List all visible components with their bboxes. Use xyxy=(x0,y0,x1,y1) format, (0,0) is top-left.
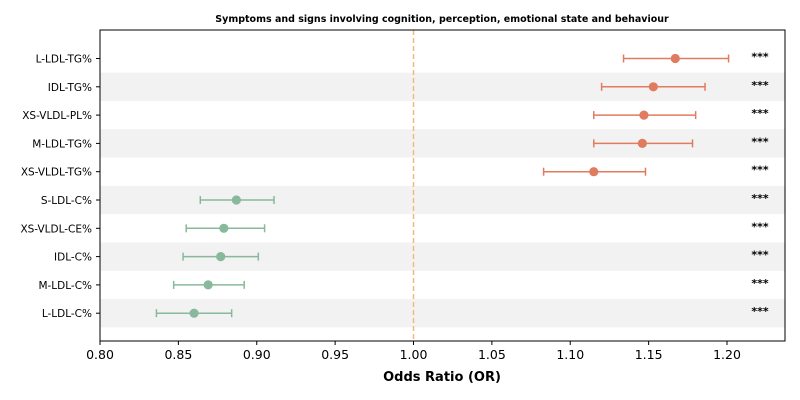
or-point xyxy=(203,280,213,290)
or-point xyxy=(639,110,649,120)
or-point xyxy=(670,53,680,64)
x-tick-label: 0.90 xyxy=(243,347,271,362)
y-tick-label: XS-VLDL-TG% xyxy=(21,167,92,179)
or-point xyxy=(589,167,599,177)
x-tick-label: 0.80 xyxy=(86,347,114,362)
x-tick-label: 1.05 xyxy=(478,347,506,362)
significance-label: *** xyxy=(751,107,769,120)
y-tick-label: L-LDL-TG% xyxy=(36,54,92,66)
y-tick-label: M-LDL-TG% xyxy=(32,138,92,150)
x-tick-label: 0.95 xyxy=(321,347,349,362)
or-point xyxy=(637,138,647,148)
x-tick-label: 1.10 xyxy=(556,347,584,362)
significance-label: *** xyxy=(751,79,769,92)
or-point xyxy=(216,252,226,262)
y-tick-label: IDL-C% xyxy=(54,252,92,264)
x-tick-label: 1.15 xyxy=(635,347,663,362)
or-point xyxy=(219,223,229,233)
or-point xyxy=(189,308,199,318)
x-axis-label: Odds Ratio (OR) xyxy=(383,370,501,385)
plot-frame xyxy=(99,29,786,342)
x-tick-label: 1.00 xyxy=(400,347,428,362)
significance-label: *** xyxy=(751,192,769,205)
x-tick-label: 1.20 xyxy=(713,347,741,362)
y-tick-label: IDL-TG% xyxy=(48,82,92,94)
y-tick-label: S-LDL-C% xyxy=(41,195,92,207)
significance-label: *** xyxy=(751,220,769,233)
plot-area: 0.80 0.85 0.90 0.95 1.00 1.05 1.10 1.15 1.20 L-LD… xyxy=(20,29,786,362)
significance-label: *** xyxy=(751,277,769,290)
significance-label: *** xyxy=(751,305,769,318)
significance-label: *** xyxy=(751,249,769,262)
y-tick-label: XS-VLDL-PL% xyxy=(22,110,92,122)
or-point xyxy=(648,82,658,92)
y-tick-label: XS-VLDL-CE% xyxy=(20,223,92,235)
significance-label: *** xyxy=(751,51,769,64)
y-tick-label: L-LDL-C% xyxy=(42,308,92,320)
significance-label: *** xyxy=(751,164,769,177)
y-tick-label: M-LDL-C% xyxy=(38,280,92,292)
chart-title: Symptoms and signs involving cognition, … xyxy=(215,14,669,25)
significance-label: *** xyxy=(751,135,769,148)
x-tick-label: 0.85 xyxy=(164,347,192,362)
or-point xyxy=(231,195,241,205)
